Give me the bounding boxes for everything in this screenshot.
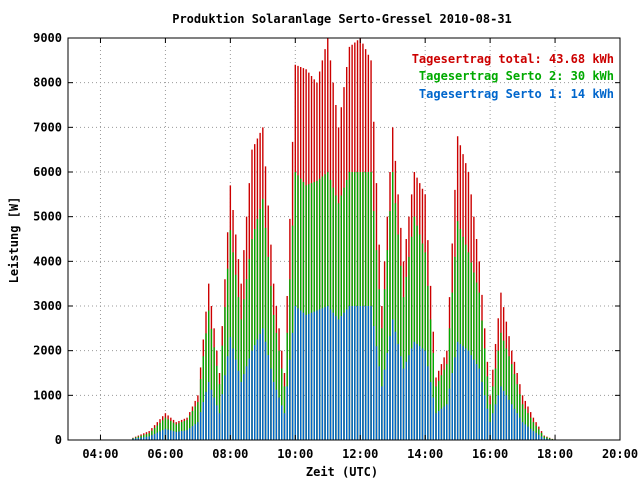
x-tick-label: 10:00	[277, 447, 313, 461]
x-tick-label: 16:00	[472, 447, 508, 461]
y-tick-label: 7000	[33, 120, 62, 134]
x-tick-label: 18:00	[537, 447, 573, 461]
y-axis-label: Leistung [W]	[7, 197, 21, 284]
y-tick-label: 0	[55, 433, 62, 447]
y-tick-label: 1000	[33, 388, 62, 402]
y-tick-label: 3000	[33, 299, 62, 313]
legend: Tagesertrag total: 43.68 kWh Tagesertrag…	[412, 52, 614, 101]
plot-frame	[67, 37, 621, 441]
y-tick-label: 5000	[33, 210, 62, 224]
bars-layer	[132, 38, 554, 440]
y-tick-label: 4000	[33, 254, 62, 268]
y-tick-label: 2000	[33, 344, 62, 358]
y-tick-label: 9000	[33, 31, 62, 45]
x-tick-label: 20:00	[602, 447, 638, 461]
legend-serto1: Tagesertrag Serto 1: 14 kWh	[419, 87, 614, 101]
x-axis-label: Zeit (UTC)	[306, 465, 378, 479]
legend-serto2: Tagesertrag Serto 2: 30 kWh	[419, 69, 614, 83]
x-tick-label: 06:00	[147, 447, 183, 461]
chart-title: Produktion Solaranlage Serto-Gressel 201…	[172, 12, 512, 26]
ticks-layer: 0 1000 2000 3000 4000 5000 6000 7000 8000 9000 04:…	[33, 31, 638, 461]
y-tick-label: 8000	[33, 76, 62, 90]
x-tick-label: 04:00	[82, 447, 118, 461]
legend-total: Tagesertrag total: 43.68 kWh	[412, 52, 614, 66]
x-tick-label: 08:00	[212, 447, 248, 461]
y-tick-label: 6000	[33, 165, 62, 179]
x-tick-label: 14:00	[407, 447, 443, 461]
x-tick-label: 12:00	[342, 447, 378, 461]
